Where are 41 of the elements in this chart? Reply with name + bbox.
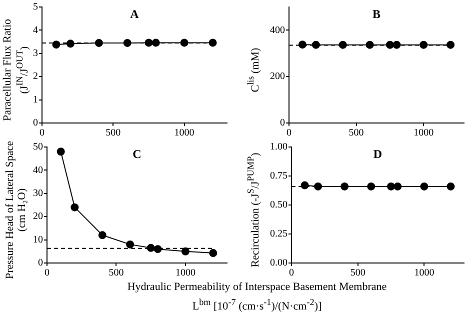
- y-tick-label: 0.50: [270, 200, 288, 211]
- x-tick-label: 1000: [414, 268, 434, 279]
- y-tick-label: 0: [38, 258, 43, 269]
- x-tick-label: 500: [348, 128, 364, 139]
- y-tick-label: 30: [33, 188, 43, 200]
- y-tick-label: 0: [280, 118, 285, 129]
- y-tick-label: 2: [33, 71, 38, 82]
- y-tick-label: 50: [33, 142, 43, 153]
- x-tick-label: 500: [108, 268, 124, 279]
- y-tick-label: 200: [270, 71, 285, 82]
- chart-title: B: [372, 7, 381, 22]
- point: [209, 249, 218, 258]
- chart-title: A: [130, 7, 140, 22]
- y-tick-label: 400: [270, 24, 285, 36]
- point: [154, 245, 162, 254]
- y-tick-label: 0.00: [270, 258, 288, 269]
- point: [70, 203, 79, 212]
- y-tick-label: 0.75: [270, 170, 288, 182]
- text: Hydraulic Permeability of Interspace Basement Membrane L$^{bm}$ [10$^{-7}$ (cm·s$^{-1}$)/(N·cm$^{-2}$)]: [127, 281, 387, 313]
- chart-title: C: [132, 147, 142, 162]
- y-tick-label: 0.25: [270, 228, 288, 240]
- y-tick-label: 3: [33, 48, 38, 60]
- y-tick-label: 4: [33, 24, 38, 36]
- y-tick-label: 20: [33, 211, 43, 222]
- point: [56, 148, 65, 156]
- y-tick-label: 1.00: [270, 142, 288, 153]
- x-tick-label: 1000: [414, 128, 434, 139]
- y-tick-label: 10: [33, 234, 43, 246]
- point: [126, 240, 134, 248]
- chart-title: D: [373, 147, 382, 162]
- x-tick-label: 1000: [175, 268, 196, 279]
- x-tick-label: 1000: [174, 128, 194, 139]
- point: [181, 247, 190, 256]
- y-tick-label: 0: [33, 118, 38, 129]
- x-tick-label: 500: [350, 268, 366, 279]
- point: [98, 231, 106, 240]
- y-axis-title: Pressure Head of Lateral Space (cm H₂O): [4, 140, 28, 280]
- y-tick-label: 5: [33, 2, 38, 13]
- y-tick-label: 1: [33, 94, 38, 106]
- x-tick-label: 500: [106, 128, 121, 139]
- y-tick-label: 40: [33, 164, 43, 176]
